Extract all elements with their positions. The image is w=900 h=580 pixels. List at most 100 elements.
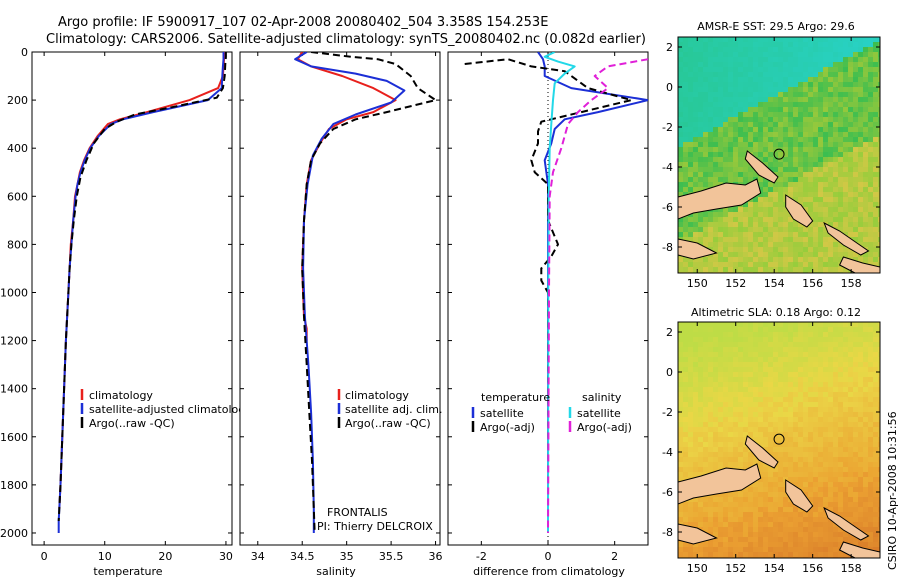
- map-cell: [713, 242, 719, 248]
- map-cell: [828, 137, 834, 143]
- map-cell: [738, 502, 744, 508]
- map-cell: [868, 327, 874, 333]
- map-cell: [793, 42, 799, 48]
- map-cell: [683, 267, 689, 273]
- map-cell: [818, 432, 824, 438]
- map-cell: [778, 162, 784, 168]
- map-cell: [878, 327, 880, 333]
- map-cell: [803, 427, 809, 433]
- map-cell: [748, 412, 754, 418]
- map-cell: [838, 492, 844, 498]
- map-cell: [678, 472, 684, 478]
- map-cell: [833, 202, 839, 208]
- map-cell: [753, 397, 759, 403]
- map-cell: [863, 187, 869, 193]
- series-line-argo-raw-qc-: [301, 52, 437, 534]
- map-cell: [878, 262, 880, 268]
- map-cell: [763, 552, 769, 558]
- map-cell: [783, 232, 789, 238]
- map-cell: [798, 152, 804, 158]
- map-cell: [688, 117, 694, 123]
- map-cell: [748, 137, 754, 143]
- map-cell: [853, 412, 859, 418]
- map-cell: [813, 62, 819, 68]
- y-tick-label: 200: [7, 94, 28, 107]
- map-cell: [803, 52, 809, 58]
- map-cell: [688, 77, 694, 83]
- map-cell: [798, 122, 804, 128]
- map-cell: [728, 112, 734, 118]
- map-cell: [708, 92, 714, 98]
- map-cell: [768, 367, 774, 373]
- map-cell: [743, 147, 749, 153]
- map-cell: [858, 47, 864, 53]
- map-cell: [783, 107, 789, 113]
- map-cell: [818, 397, 824, 403]
- map-cell: [798, 372, 804, 378]
- map-cell: [798, 92, 804, 98]
- map-cell: [838, 37, 844, 43]
- map-cell: [838, 542, 844, 548]
- map-cell: [813, 142, 819, 148]
- map-cell: [723, 397, 729, 403]
- map-cell: [703, 157, 709, 163]
- map-cell: [838, 412, 844, 418]
- map-cell: [758, 527, 764, 533]
- map-cell: [818, 487, 824, 493]
- map-cell: [773, 507, 779, 513]
- map-cell: [763, 412, 769, 418]
- map-cell: [818, 452, 824, 458]
- map-cell: [703, 327, 709, 333]
- map-cell: [868, 142, 874, 148]
- map-cell: [873, 152, 879, 158]
- map-cell: [848, 342, 854, 348]
- map-cell: [828, 377, 834, 383]
- map-cell: [788, 437, 794, 443]
- map-cell: [733, 522, 739, 528]
- map-cell: [783, 332, 789, 338]
- map-cell: [723, 457, 729, 463]
- map-cell: [823, 152, 829, 158]
- map-cell: [753, 357, 759, 363]
- map-cell: [733, 152, 739, 158]
- map-cell: [723, 207, 729, 213]
- map-cell: [793, 337, 799, 343]
- map-cell: [828, 97, 834, 103]
- map-cell: [773, 472, 779, 478]
- map-cell: [813, 112, 819, 118]
- map-cell: [713, 542, 719, 548]
- map-cell: [738, 207, 744, 213]
- map-cell: [848, 432, 854, 438]
- map-cell: [703, 177, 709, 183]
- map-cell: [853, 447, 859, 453]
- map-cell: [718, 342, 724, 348]
- map-cell: [788, 222, 794, 228]
- x-tick-label: 30: [219, 550, 233, 563]
- map-cell: [733, 227, 739, 233]
- map-cell: [688, 417, 694, 423]
- map-cell: [743, 512, 749, 518]
- map-cell: [803, 337, 809, 343]
- map-cell: [808, 402, 814, 408]
- map-cell: [818, 197, 824, 203]
- map-cell: [733, 547, 739, 553]
- map-cell: [808, 472, 814, 478]
- map-cell: [808, 447, 814, 453]
- map-cell: [853, 392, 859, 398]
- map-cell: [748, 207, 754, 213]
- map-cell: [798, 512, 804, 518]
- map-cell: [868, 62, 874, 68]
- map-cell: [733, 392, 739, 398]
- map-cell: [783, 62, 789, 68]
- map-cell: [758, 422, 764, 428]
- map-cell: [793, 47, 799, 53]
- map-cell: [738, 142, 744, 148]
- map-cell: [758, 57, 764, 63]
- map-cell: [848, 187, 854, 193]
- map-cell: [818, 237, 824, 243]
- map-cell: [678, 222, 684, 228]
- map-cell: [773, 232, 779, 238]
- map-cell: [718, 517, 724, 523]
- map-cell: [733, 412, 739, 418]
- map-cell: [823, 327, 829, 333]
